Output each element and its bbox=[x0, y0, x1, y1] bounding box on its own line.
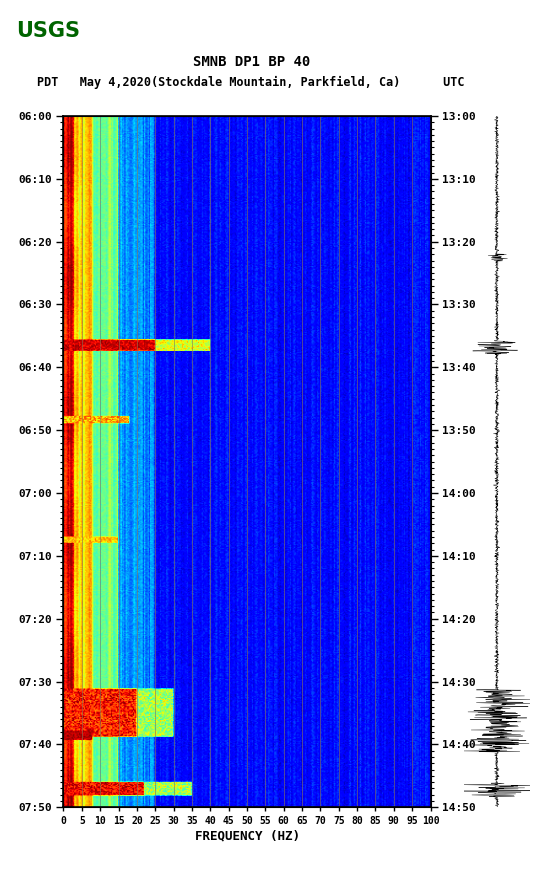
Text: USGS: USGS bbox=[17, 21, 81, 41]
X-axis label: FREQUENCY (HZ): FREQUENCY (HZ) bbox=[194, 829, 300, 842]
Text: SMNB DP1 BP 40: SMNB DP1 BP 40 bbox=[193, 55, 310, 70]
Text: PDT   May 4,2020(Stockdale Mountain, Parkfield, Ca)      UTC: PDT May 4,2020(Stockdale Mountain, Parkf… bbox=[38, 76, 465, 88]
